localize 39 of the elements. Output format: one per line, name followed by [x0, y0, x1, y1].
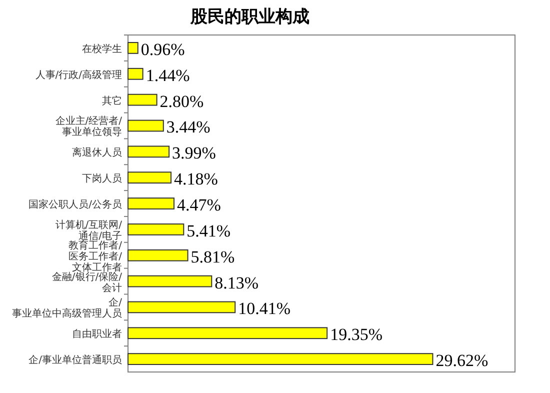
y-tick-label: 企业主/经营者/事业单位领导	[55, 115, 123, 138]
bar	[128, 249, 188, 262]
bar	[128, 146, 170, 158]
y-tick-label: 其它	[102, 94, 122, 107]
bar	[128, 223, 184, 236]
data-label: 8.13%	[214, 273, 259, 292]
bar	[128, 120, 164, 132]
data-label: 4.18%	[174, 170, 218, 189]
y-tick-label: 教育工作者/医务工作者/文体工作者	[68, 239, 123, 274]
y-tick-label: 自由职业者	[72, 328, 122, 340]
y-tick-label: 在校学生	[82, 42, 122, 55]
data-label: 0.96%	[140, 40, 185, 59]
data-label: 29.62%	[436, 351, 488, 370]
bar	[128, 172, 172, 184]
y-tick-label: 国家公职人员/公务员	[28, 198, 122, 210]
bar	[128, 42, 138, 54]
data-label: 3.99%	[172, 144, 216, 163]
data-label: 19.35%	[330, 325, 382, 344]
bar	[128, 94, 158, 106]
bar	[128, 327, 328, 340]
chart-title: 股民的职业构成	[190, 7, 310, 27]
y-tick-label: 企/事业单位普通职员	[28, 354, 122, 366]
data-label: 5.41%	[186, 221, 231, 240]
y-tick-label: 离退休人员	[72, 146, 122, 159]
data-label: 10.41%	[238, 299, 291, 318]
data-label: 5.81%	[190, 247, 235, 266]
data-label: 3.44%	[166, 118, 210, 137]
bar	[128, 275, 212, 288]
bar	[128, 198, 174, 210]
bar	[128, 353, 434, 365]
bar	[128, 301, 236, 314]
y-tick-label: 企/事业单位中高级管理人员	[12, 296, 123, 320]
y-tick-label: 人事/行政/高级管理	[35, 68, 122, 81]
data-label: 2.80%	[160, 92, 204, 111]
bar	[128, 68, 144, 80]
y-tick-label: 金融/银行/保险/会计	[52, 270, 123, 294]
data-label: 1.44%	[146, 66, 190, 85]
data-label: 4.47%	[176, 196, 221, 214]
y-tick-label: 下岗人员	[82, 172, 122, 185]
